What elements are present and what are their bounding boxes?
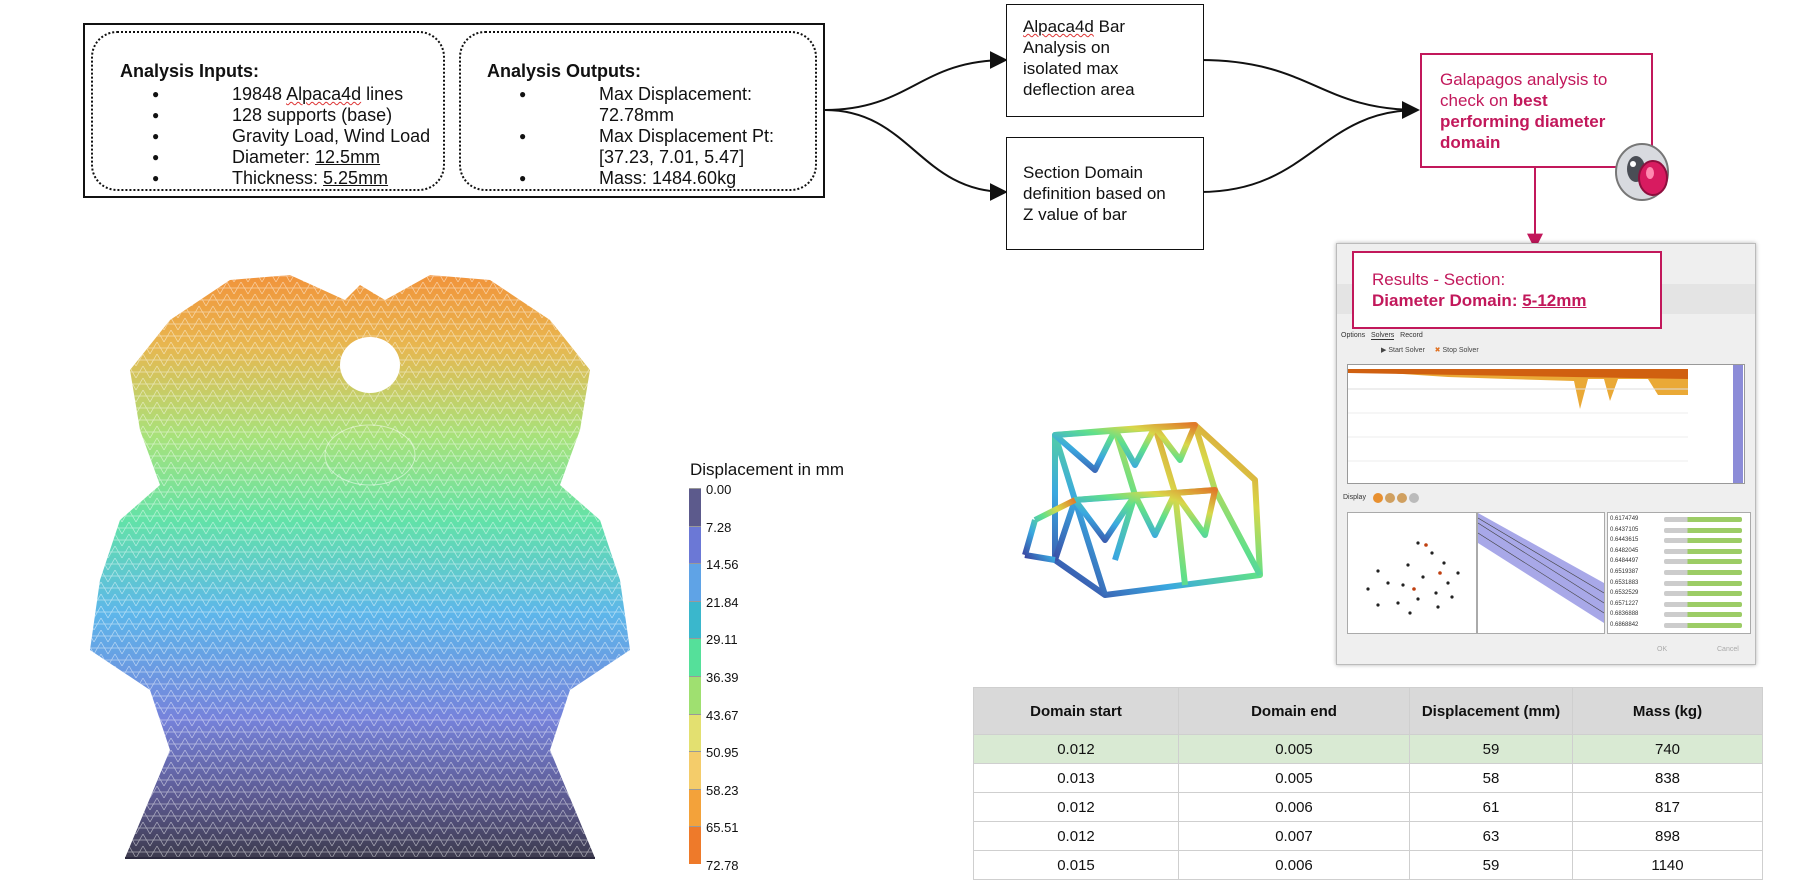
legend-swatch [689, 638, 701, 676]
table-row: 0.013 0.005 58 838 [973, 763, 1763, 793]
genome-value-row: 0.6868842 [1610, 621, 1746, 630]
display-label: Display [1343, 494, 1366, 501]
genome-value-row: 0.6174749 [1610, 515, 1746, 524]
table-row: 0.015 0.006 59 1140 [973, 850, 1763, 880]
header-domain-end: Domain end [1178, 687, 1410, 735]
legend-swatch [689, 525, 701, 564]
displacement-mesh [90, 275, 630, 859]
fitness-graph [1347, 364, 1745, 484]
flow-connectors [824, 51, 1543, 250]
genome-value-row: 0.6443615 [1610, 536, 1746, 545]
legend-tick-label: 72.78 [706, 858, 739, 873]
analysis-panel [83, 23, 825, 198]
legend-swatch [689, 676, 701, 714]
bar-analysis-box: Alpaca4d Bar Analysis on isolated max de… [1006, 4, 1204, 117]
table-row: 0.012 0.007 63 898 [973, 821, 1763, 851]
input-item: Thickness: 5.25mm [120, 168, 443, 189]
analysis-outputs-box: Analysis Outputs: Max Displacement:72.78… [459, 31, 817, 191]
bar-model-3d [1022, 422, 1263, 598]
tab-options[interactable]: Options [1341, 332, 1366, 339]
genome-value-row: 0.6484497 [1610, 557, 1746, 566]
table-row: 0.012 0.005 59 740 [973, 734, 1763, 764]
legend-tick-label: 58.23 [706, 782, 739, 798]
legend-tick-label: 29.11 [706, 632, 738, 648]
output-item: Mass: 1484.60kg [487, 168, 815, 189]
legend-title: Displacement in mm [690, 460, 844, 479]
genome-value-row: 0.6519387 [1610, 568, 1746, 577]
legend-swatch [689, 826, 701, 864]
legend-tick-label: 43.67 [706, 707, 739, 723]
legend-ticks: 0.00 7.28 14.56 21.84 29.11 36.39 43.67 50.95 58… [706, 482, 766, 873]
display-buttons [1373, 490, 1419, 508]
start-solver-button[interactable]: ▶ Start Solver [1381, 347, 1425, 354]
legend-tick-label: 7.28 [706, 519, 732, 535]
genome-value-row: 0.6836888 [1610, 610, 1746, 619]
legend-swatch [689, 788, 701, 827]
legend-swatch [689, 488, 701, 526]
legend-tick-label: 21.84 [706, 594, 739, 610]
window-tabs: Options Solvers Record [1341, 332, 1423, 340]
galapagos-box: Galapagos analysis to check on best perf… [1420, 53, 1653, 168]
section-domain-box: Section Domain definition based on Z val… [1006, 137, 1204, 250]
tab-record[interactable]: Record [1400, 332, 1423, 339]
legend-swatch [689, 713, 701, 752]
solver-controls: ▶ Start Solver ✖ Stop Solver [1381, 346, 1479, 354]
header-domain-start: Domain start [973, 687, 1179, 735]
arrow-to-bar-analysis [824, 51, 1008, 111]
output-item: Max Displacement Pt:[37.23, 7.01, 5.47] [487, 126, 815, 168]
input-item: Gravity Load, Wind Load [120, 126, 443, 147]
tab-solvers[interactable]: Solvers [1370, 332, 1395, 340]
outputs-list: Max Displacement:72.78mm Max Displacemen… [487, 84, 815, 189]
arrow-section-to-galapagos [1199, 101, 1420, 193]
genome-value-row: 0.6437105 [1610, 526, 1746, 535]
legend-tick-label: 36.39 [706, 670, 739, 685]
legend-swatch [689, 600, 701, 639]
outputs-title: Analysis Outputs: [487, 61, 642, 81]
arrow-bar-to-galapagos [1199, 59, 1420, 119]
inputs-title: Analysis Inputs: [120, 61, 260, 81]
arrow-to-section-domain [824, 109, 1008, 201]
legend-swatch [689, 751, 701, 789]
input-item: 19848 Alpaca4d lines [120, 84, 443, 105]
legend-tick-label: 50.95 [706, 745, 739, 761]
genome-value-list: 0.6174749 0.6437105 0.6443615 0.6482045 0.64… [1607, 512, 1751, 634]
genome-value-row: 0.6532529 [1610, 589, 1746, 598]
galapagos-logo-icon [1615, 143, 1669, 201]
header-displacement: Displacement (mm) [1409, 687, 1573, 735]
results-table: Domain start Domain end Displacement (mm… [973, 687, 1763, 880]
results-box: Results - Section: Diameter Domain: 5-12… [1352, 251, 1662, 329]
table-header-row: Domain start Domain end Displacement (mm… [973, 687, 1763, 735]
legend-tick-label: 0.00 [706, 482, 732, 497]
header-mass: Mass (kg) [1572, 687, 1763, 735]
legend-tick-label: 14.56 [706, 557, 739, 573]
parallel-coordinates [1477, 512, 1605, 634]
genome-value-row: 0.6531883 [1610, 579, 1746, 588]
legend-swatch [689, 563, 701, 601]
input-item: 128 supports (base) [120, 105, 443, 126]
stop-solver-button[interactable]: ✖ Stop Solver [1434, 347, 1479, 354]
ok-button[interactable]: OK [1657, 646, 1668, 653]
output-item: Max Displacement:72.78mm [487, 84, 815, 126]
cancel-button[interactable]: Cancel [1717, 646, 1739, 653]
legend-tick-label: 65.51 [706, 820, 739, 836]
inputs-list: 19848 Alpaca4d lines 128 supports (base)… [120, 84, 443, 189]
analysis-inputs-box: Analysis Inputs: 19848 Alpaca4d lines 12… [91, 31, 445, 191]
input-item: Diameter: 12.5mm [120, 147, 443, 168]
genome-value-row: 0.6571227 [1610, 600, 1746, 609]
scatter-panel [1347, 512, 1477, 634]
table-row: 0.012 0.006 61 817 [973, 792, 1763, 822]
legend-colorbar [689, 488, 701, 864]
genome-value-row: 0.6482045 [1610, 547, 1746, 556]
